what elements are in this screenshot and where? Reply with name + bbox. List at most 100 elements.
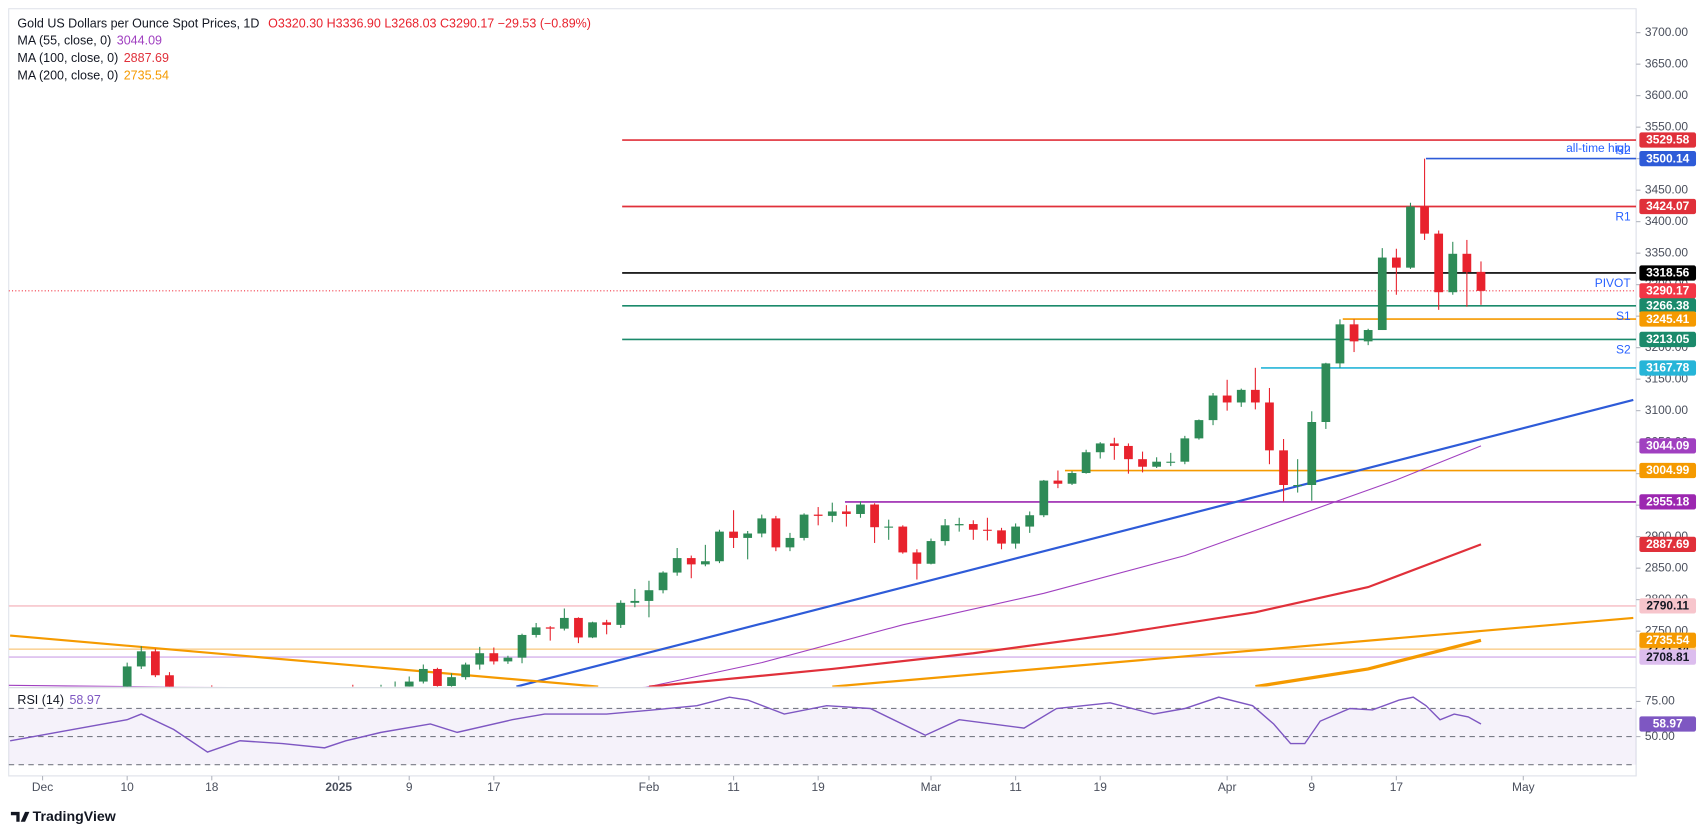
candle-body bbox=[912, 552, 922, 564]
candle-body bbox=[870, 504, 879, 528]
trendline bbox=[832, 616, 1634, 687]
candle-body bbox=[559, 617, 569, 629]
level-tag: S1 bbox=[1616, 309, 1631, 323]
logo-icon bbox=[10, 811, 30, 822]
candle-body bbox=[997, 530, 1006, 544]
candle-body bbox=[1138, 459, 1147, 467]
candle-body bbox=[1279, 450, 1288, 486]
x-tick-label: 11 bbox=[1009, 780, 1022, 794]
legend-name: MA (100, close, 0) bbox=[17, 51, 118, 65]
price-label: 3245.41 bbox=[1646, 312, 1690, 326]
candle-body bbox=[1067, 473, 1077, 484]
rsi-tick-label: 75.00 bbox=[1645, 694, 1675, 708]
rsi-tick-label: 50.00 bbox=[1645, 729, 1675, 743]
y-tick-label: 3400.00 bbox=[1645, 214, 1689, 228]
candle-body bbox=[1081, 452, 1091, 474]
candle-body bbox=[813, 514, 823, 516]
candle-body bbox=[658, 572, 668, 591]
candle-body bbox=[545, 627, 555, 629]
candle-body bbox=[898, 526, 908, 553]
candle-body bbox=[1321, 363, 1331, 423]
price-label-box bbox=[1639, 311, 1697, 327]
x-tick-label: Mar bbox=[921, 780, 942, 794]
candle-body bbox=[630, 600, 640, 603]
price-label-box bbox=[1639, 198, 1697, 215]
price-label: 2790.11 bbox=[1646, 599, 1689, 613]
candle-body bbox=[1011, 526, 1020, 544]
candle-body bbox=[1025, 515, 1035, 527]
candle-body bbox=[842, 511, 851, 514]
candle-body bbox=[1124, 445, 1133, 460]
price-label-box bbox=[1639, 132, 1697, 148]
x-tick-label: Feb bbox=[639, 780, 660, 794]
candle-body bbox=[1448, 253, 1458, 293]
x-tick-label: 9 bbox=[1308, 780, 1315, 794]
watermark: TradingView bbox=[33, 809, 117, 825]
candle-body bbox=[616, 602, 626, 625]
x-tick-label: 19 bbox=[1094, 780, 1108, 794]
candle-body bbox=[1194, 420, 1204, 439]
candle-body bbox=[785, 537, 795, 548]
price-label-box bbox=[1639, 632, 1697, 648]
candle-body bbox=[1377, 257, 1387, 331]
legend-value: 2735.54 bbox=[124, 69, 169, 83]
y-tick-label: 3700.00 bbox=[1645, 25, 1689, 39]
candle-body bbox=[1293, 485, 1303, 487]
candle-body bbox=[1152, 461, 1162, 467]
level-tag: R2 bbox=[1615, 143, 1631, 157]
price-label: 3044.09 bbox=[1646, 439, 1690, 453]
candle-body bbox=[1420, 206, 1429, 234]
x-tick-label: 2025 bbox=[325, 780, 352, 794]
candle-body bbox=[743, 533, 753, 538]
y-tick-label: 3550.00 bbox=[1645, 119, 1689, 133]
level-tag: PIVOT bbox=[1595, 276, 1632, 290]
candle-body bbox=[926, 541, 936, 564]
price-label: 3266.38 bbox=[1646, 299, 1690, 313]
rsi-value: 58.97 bbox=[69, 693, 100, 707]
y-tick-label: 3450.00 bbox=[1645, 182, 1689, 196]
candle-body bbox=[151, 651, 160, 676]
main-pane bbox=[8, 139, 1637, 687]
legend-name: MA (200, close, 0) bbox=[17, 69, 118, 83]
price-label: 3213.05 bbox=[1646, 332, 1690, 346]
overlay: 2750.002800.002850.002900.002950.003000.… bbox=[17, 25, 1697, 794]
candle-body bbox=[1307, 422, 1317, 486]
price-label-box bbox=[1639, 265, 1697, 281]
candle-body bbox=[447, 677, 456, 686]
legend-value: 2887.69 bbox=[124, 51, 169, 65]
price-label: 3500.14 bbox=[1646, 151, 1690, 165]
x-tick-label: 18 bbox=[205, 780, 219, 794]
price-label-box bbox=[1639, 150, 1697, 167]
level-tag: R1 bbox=[1615, 210, 1631, 224]
rsi-pane bbox=[8, 696, 1637, 766]
candle-body bbox=[517, 634, 527, 658]
y-tick-label: 3600.00 bbox=[1645, 88, 1689, 102]
rsi-label: 58.97 bbox=[1653, 717, 1683, 731]
price-label: 3529.58 bbox=[1646, 133, 1690, 147]
candle-body bbox=[771, 518, 781, 548]
chart-title: Gold US Dollars per Ounce Spot Prices, 1… bbox=[17, 16, 259, 30]
candle-body bbox=[757, 518, 767, 534]
candle-body bbox=[1476, 271, 1486, 291]
price-label: 3424.07 bbox=[1646, 199, 1690, 213]
x-tick-label: 17 bbox=[487, 780, 501, 794]
candle-body bbox=[531, 627, 541, 635]
price-label: 2735.54 bbox=[1646, 633, 1690, 647]
x-tick-label: 11 bbox=[727, 780, 740, 794]
candle-body bbox=[404, 681, 414, 687]
candle-body bbox=[715, 531, 724, 562]
candle-body bbox=[700, 561, 710, 565]
price-label: 2955.18 bbox=[1646, 495, 1690, 509]
price-label-box bbox=[1639, 494, 1697, 510]
ohlc-values: O3320.30 H3336.90 L3268.03 C3290.17 −29.… bbox=[268, 16, 591, 30]
candle-body bbox=[856, 504, 865, 514]
candle-body bbox=[686, 558, 696, 565]
price-label: 3167.78 bbox=[1646, 361, 1690, 375]
y-tick-label: 3650.00 bbox=[1645, 56, 1689, 70]
x-tick-label: 10 bbox=[121, 780, 135, 794]
x-tick-label: 9 bbox=[406, 780, 413, 794]
candle-body bbox=[489, 653, 499, 662]
price-label-box bbox=[1639, 649, 1697, 665]
candle-body bbox=[954, 524, 964, 526]
candle-body bbox=[1265, 402, 1274, 451]
